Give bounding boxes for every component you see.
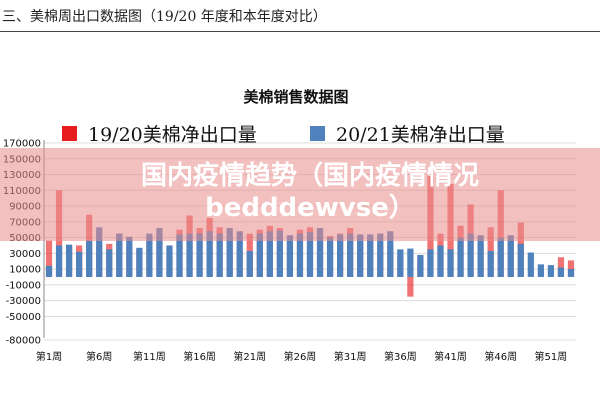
bar-series-b	[55, 245, 63, 277]
bar-series-b	[116, 233, 123, 277]
y-tick-label: -50000	[6, 312, 41, 323]
bar-series-b	[367, 234, 374, 277]
bar-series-b	[226, 228, 233, 277]
bar-series-b	[126, 236, 133, 277]
y-tick-label: 30000	[9, 249, 41, 260]
bar-series-b	[477, 235, 484, 277]
y-tick-label: -80000	[6, 336, 41, 347]
bar-series-b	[286, 235, 294, 277]
bar-series-b	[497, 237, 504, 277]
bar-series-b	[166, 245, 173, 277]
bar-series-b	[186, 233, 193, 277]
bar-series-a	[407, 276, 414, 297]
bar-series-b	[437, 245, 444, 277]
x-tick-label: 第36周	[384, 350, 417, 363]
bar-series-b	[517, 243, 524, 277]
bar-series-b	[557, 267, 565, 277]
bar-series-b	[76, 251, 83, 277]
legend-label-series-b: 20/21美棉净出口量	[336, 124, 505, 146]
bar-series-b	[507, 235, 514, 277]
chart-title: 美棉销售数据图	[243, 88, 348, 106]
heading-rule	[0, 31, 600, 32]
x-tick-label: 第16周	[183, 350, 216, 363]
bar-series-b	[447, 249, 454, 277]
x-tick-label: 第41周	[434, 350, 467, 363]
y-tick-label: -10000	[6, 280, 41, 291]
bar-series-b	[136, 247, 143, 277]
bar-series-b	[467, 233, 474, 277]
x-axis-ticks: 第1周 第6周 第11周 第16周 第21周 第26周 第31周 第36周 第41周 第46周 第5…	[36, 350, 567, 363]
bar-series-b	[547, 265, 555, 277]
x-tick-label: 第11周	[133, 350, 166, 363]
bar-series	[45, 176, 575, 297]
x-tick-label: 第51周	[535, 350, 568, 363]
chart-legend: 19/20美棉净出口量 20/21美棉净出口量	[62, 124, 505, 146]
watermark-banner: 国内疫情趋势（国内疫情情况bedddewvse）	[0, 148, 600, 241]
legend-swatch-series-b	[310, 126, 325, 141]
bar-series-b	[387, 231, 394, 277]
bar-series-b	[146, 233, 153, 277]
bar-series-b	[86, 240, 93, 277]
bar-series-b	[337, 234, 344, 277]
bar-series-b	[256, 233, 263, 277]
bar-series-b	[176, 234, 183, 277]
bar-series-b	[347, 233, 354, 277]
x-tick-label: 第31周	[334, 350, 367, 363]
bar-series-a	[557, 257, 565, 277]
bar-series-b	[397, 249, 404, 277]
legend-swatch-series-a	[62, 126, 77, 141]
x-tick-label: 第21周	[233, 350, 266, 363]
bar-series-b	[106, 249, 113, 277]
bar-series-b	[236, 231, 243, 277]
bar-series-b	[487, 250, 494, 277]
bar-series-b	[306, 232, 314, 277]
legend-label-series-a: 19/20美棉净出口量	[88, 124, 257, 146]
bar-series-a	[45, 240, 53, 277]
bar-series-b	[527, 252, 534, 277]
bar-series-b	[296, 233, 304, 277]
bar-series-b	[65, 244, 73, 277]
bar-series-b	[45, 265, 53, 277]
x-tick-label: 第6周	[86, 350, 112, 363]
bar-series-b	[246, 250, 253, 277]
bar-series-b	[427, 249, 434, 277]
bar-series-b	[266, 231, 273, 277]
bar-series-b	[326, 237, 334, 277]
x-tick-label: 第1周	[36, 350, 62, 363]
bar-series-b	[407, 248, 414, 277]
bar-series-b	[537, 264, 544, 277]
bar-series-b	[196, 233, 203, 277]
page-heading: 三、美棉周出口数据图（19/20 年度和本年度对比）	[2, 9, 327, 25]
bar-series-a	[567, 260, 575, 277]
bar-series-b	[156, 228, 163, 277]
bar-series-b	[457, 237, 464, 277]
x-tick-label: 第26周	[284, 350, 317, 363]
y-tick-label: 170000	[3, 139, 41, 150]
bar-series-b	[216, 233, 223, 277]
bar-series-b	[417, 254, 424, 277]
bar-series-b	[276, 230, 283, 277]
y-tick-label: 10000	[9, 265, 41, 276]
watermark-banner-text: 国内疫情趋势（国内疫情情况bedddewvse）	[140, 161, 479, 223]
x-tick-label: 第46周	[484, 350, 517, 363]
bar-series-b	[316, 228, 324, 277]
bar-series-b	[377, 233, 384, 277]
bar-series-b	[206, 231, 213, 277]
bar-series-b	[567, 269, 575, 277]
bar-series-b	[96, 227, 103, 277]
bar-series-b	[357, 234, 364, 277]
y-tick-label: -30000	[6, 296, 41, 307]
